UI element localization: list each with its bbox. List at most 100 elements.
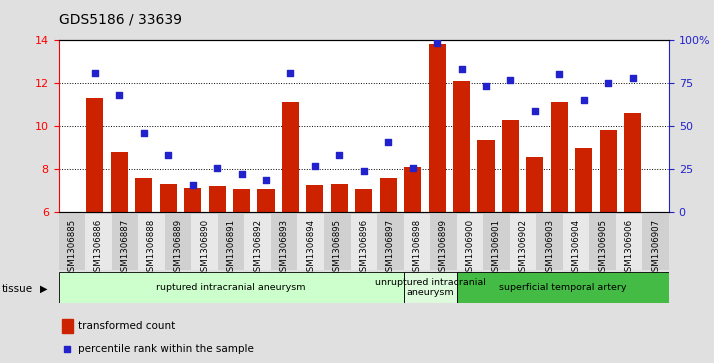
Text: GSM1306887: GSM1306887 xyxy=(121,219,129,277)
Bar xyxy=(324,214,351,270)
Bar xyxy=(191,214,218,270)
Bar xyxy=(616,214,643,270)
Point xyxy=(187,182,198,188)
Text: GSM1306886: GSM1306886 xyxy=(94,219,103,277)
Text: GSM1306902: GSM1306902 xyxy=(518,219,528,277)
Bar xyxy=(139,214,165,270)
Bar xyxy=(298,214,324,270)
Bar xyxy=(563,214,589,270)
Bar xyxy=(160,184,177,342)
Bar xyxy=(184,188,201,342)
FancyBboxPatch shape xyxy=(59,272,403,303)
Bar xyxy=(111,214,139,270)
Bar xyxy=(600,130,617,342)
Bar xyxy=(165,214,191,270)
Text: GSM1306905: GSM1306905 xyxy=(598,219,607,277)
Point xyxy=(481,83,492,89)
Bar xyxy=(430,214,457,270)
Point xyxy=(211,165,223,171)
Bar xyxy=(258,189,275,342)
Point xyxy=(529,108,540,114)
Text: GSM1306906: GSM1306906 xyxy=(625,219,634,277)
Bar xyxy=(457,214,483,270)
Point xyxy=(163,152,174,158)
Text: GSM1306899: GSM1306899 xyxy=(439,219,448,277)
Text: superficial temporal artery: superficial temporal artery xyxy=(499,283,627,292)
Text: GDS5186 / 33639: GDS5186 / 33639 xyxy=(59,13,181,27)
Bar xyxy=(86,98,104,342)
Bar xyxy=(331,184,348,342)
Bar xyxy=(61,319,73,333)
Text: GSM1306895: GSM1306895 xyxy=(333,219,342,277)
Bar xyxy=(643,214,669,270)
Text: tissue: tissue xyxy=(1,284,33,294)
FancyBboxPatch shape xyxy=(403,272,457,303)
Point xyxy=(431,41,443,46)
Bar xyxy=(624,113,641,342)
Text: GSM1306892: GSM1306892 xyxy=(253,219,262,277)
Bar xyxy=(135,178,152,342)
Point xyxy=(89,70,101,76)
FancyBboxPatch shape xyxy=(457,272,669,303)
Text: GSM1306890: GSM1306890 xyxy=(200,219,209,277)
Text: GSM1306888: GSM1306888 xyxy=(147,219,156,277)
Bar xyxy=(403,214,430,270)
Text: GSM1306896: GSM1306896 xyxy=(359,219,368,277)
Bar xyxy=(589,214,616,270)
Text: GSM1306898: GSM1306898 xyxy=(413,219,421,277)
Bar xyxy=(510,214,536,270)
Bar xyxy=(404,167,421,342)
Text: transformed count: transformed count xyxy=(78,321,176,331)
Bar xyxy=(536,214,563,270)
Point xyxy=(505,77,516,82)
Bar xyxy=(478,140,495,342)
Point xyxy=(627,75,638,81)
Bar xyxy=(233,189,250,342)
Bar xyxy=(356,189,372,342)
Bar xyxy=(502,120,519,342)
Text: unruptured intracranial
aneurysm: unruptured intracranial aneurysm xyxy=(375,278,486,297)
Bar xyxy=(550,102,568,342)
Text: GSM1306900: GSM1306900 xyxy=(466,219,474,277)
Point xyxy=(603,80,614,86)
Point xyxy=(383,139,394,144)
Point xyxy=(553,72,565,77)
Point xyxy=(138,130,149,136)
Bar xyxy=(351,214,377,270)
Point xyxy=(333,152,345,158)
Bar xyxy=(282,102,299,342)
Point xyxy=(358,168,370,174)
Text: GSM1306891: GSM1306891 xyxy=(226,219,236,277)
Bar xyxy=(85,214,111,270)
Bar xyxy=(306,185,323,342)
Text: GSM1306885: GSM1306885 xyxy=(67,219,76,277)
Text: GSM1306903: GSM1306903 xyxy=(545,219,554,277)
Bar xyxy=(453,81,470,342)
Point xyxy=(407,165,418,171)
Bar xyxy=(244,214,271,270)
Text: GSM1306893: GSM1306893 xyxy=(280,219,288,277)
Point xyxy=(578,97,590,103)
Point xyxy=(236,172,247,178)
Text: ▶: ▶ xyxy=(40,284,48,294)
Text: GSM1306904: GSM1306904 xyxy=(572,219,580,277)
Text: GSM1306907: GSM1306907 xyxy=(651,219,660,277)
Point xyxy=(285,70,296,76)
Point xyxy=(261,177,272,183)
Bar xyxy=(428,44,446,342)
Bar xyxy=(575,148,593,342)
Bar xyxy=(483,214,510,270)
Bar xyxy=(111,152,128,342)
Point xyxy=(309,163,321,169)
Bar xyxy=(377,214,403,270)
Point xyxy=(436,238,447,244)
Bar xyxy=(208,187,226,342)
Text: GSM1306897: GSM1306897 xyxy=(386,219,395,277)
Text: GSM1306894: GSM1306894 xyxy=(306,219,315,277)
Bar xyxy=(380,178,397,342)
Bar xyxy=(218,214,244,270)
Point xyxy=(114,92,125,98)
Bar xyxy=(59,214,85,270)
Text: GSM1306889: GSM1306889 xyxy=(174,219,183,277)
Text: ruptured intracranial aneurysm: ruptured intracranial aneurysm xyxy=(156,283,306,292)
